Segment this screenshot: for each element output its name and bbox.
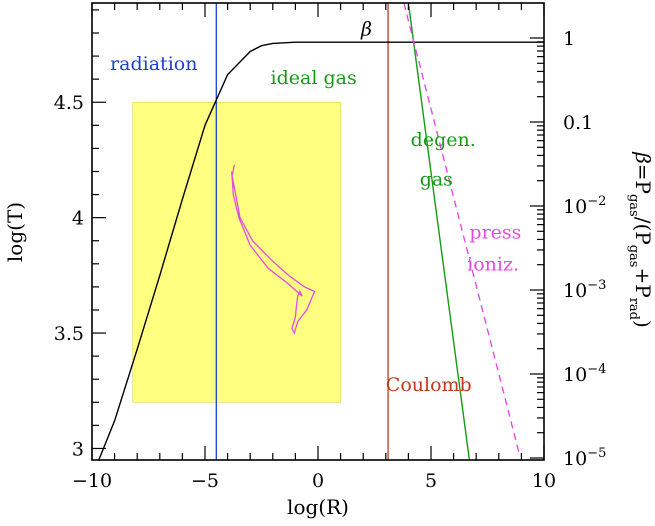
right-axis-label-sub3: rad [626, 298, 641, 320]
beta-tick-exponent: −4 [587, 362, 606, 377]
lines-layer [98, 2, 544, 461]
beta-tick-base: 10 [563, 364, 587, 386]
annotation-2: ideal gas [271, 67, 357, 89]
press-ioniz-line [403, 2, 520, 454]
right-axis-label-beta: β [631, 151, 655, 164]
x-tick-label: −10 [72, 470, 112, 492]
beta-tick-base: 0.1 [563, 112, 593, 134]
beta-tick-exponent: −5 [587, 446, 606, 461]
y-tick-label: 4.5 [54, 92, 84, 114]
beta-tick-base: 10 [563, 448, 587, 470]
region-layer [132, 101, 341, 403]
x-axis-label: log(R) [287, 495, 349, 519]
y-axis-label: log(T) [3, 202, 27, 262]
annotation-layer: β radiation ideal gas degen. gas press ioniz. C… [110, 18, 521, 395]
beta-tick-label: 10−4 [563, 362, 606, 386]
beta-tick-exponent: −3 [587, 278, 606, 293]
right-axis-label-eq: =P [631, 164, 655, 194]
beta-tick-label: 10−3 [563, 278, 606, 302]
annotation-6: ioniz. [467, 254, 519, 276]
beta-tick-base: 10 [563, 280, 587, 302]
shaded-region [132, 101, 341, 403]
annotation-1: radiation [110, 53, 197, 75]
beta-tick-base: 1 [563, 28, 575, 50]
beta-tick-label: 0.1 [563, 112, 593, 134]
annotation-5: press [469, 221, 521, 243]
y-tick-label: 3.5 [54, 323, 84, 345]
beta-tick-exponent: −2 [587, 194, 606, 209]
annotation-7: Coulomb [386, 374, 472, 396]
right-axis-label-mid: /(P [631, 217, 655, 245]
ideal-gas-line [407, 2, 471, 461]
right-axis-label: β=Pgas/(Pgas+Prad) [626, 151, 655, 328]
beta-tick-base: 10 [563, 196, 587, 218]
right-axis-label-close: ) [631, 320, 655, 328]
beta-tick-label: 1 [563, 28, 575, 50]
x-tick-label: −5 [191, 470, 219, 492]
annotation-0: β [360, 18, 372, 40]
evolution-track [231, 164, 316, 335]
right-axis-label-sub2: gas [626, 245, 641, 268]
right-axis-label-sub1: gas [626, 194, 641, 217]
x-tick-label: 0 [312, 470, 324, 492]
x-tick-label: 10 [532, 470, 556, 492]
x-tick-label: 5 [425, 470, 437, 492]
annotation-4: gas [420, 168, 453, 190]
annotation-3: degen. [411, 129, 476, 151]
beta-tick-label: 10−2 [563, 194, 606, 218]
-line [98, 41, 544, 461]
right-axis-label-plus: +P [631, 267, 655, 297]
y-tick-label: 4 [72, 208, 84, 230]
y-tick-label: 3 [72, 438, 84, 460]
beta-tick-label: 10−5 [563, 446, 606, 470]
